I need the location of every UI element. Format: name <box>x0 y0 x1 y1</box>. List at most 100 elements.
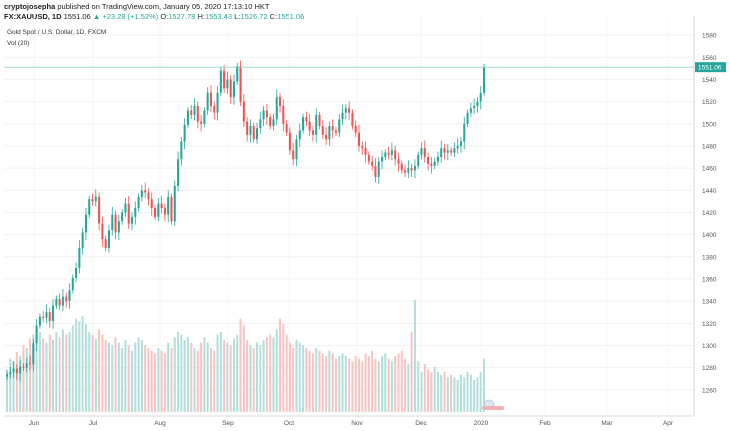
close-value: 1551.06 <box>277 12 305 21</box>
candle-up <box>61 296 64 306</box>
volume-bar-down <box>357 358 361 412</box>
volume-bar-down <box>423 364 426 412</box>
volume-bar-down <box>308 350 311 412</box>
volume-bar-down <box>410 332 413 412</box>
y-tick-label: 1300 <box>702 343 717 350</box>
candle-up <box>476 101 479 107</box>
volume-bar-down <box>209 348 212 412</box>
volume-bar-up <box>121 348 124 412</box>
candle-down <box>42 316 45 318</box>
candle-up <box>124 203 127 213</box>
volume-bar-up <box>255 342 259 412</box>
volume-bar-down <box>427 369 430 412</box>
volume-bar-up <box>12 361 15 412</box>
y-tick-label: 1560 <box>702 55 717 62</box>
volume-bar-down <box>325 356 328 412</box>
volume-bar-up <box>52 340 55 412</box>
volume-bar-down <box>190 342 193 412</box>
price-axis[interactable]: 1260 1280 1300 1320 1340 1360 1380 1400 1420 1440… <box>693 16 717 416</box>
x-tick-label: Dec <box>415 420 427 427</box>
x-tick-label: Mar <box>601 420 613 427</box>
candle-down <box>101 223 104 240</box>
candle-up <box>84 214 87 233</box>
y-tick-label: 1360 <box>702 276 717 283</box>
candle-up <box>482 67 486 93</box>
candle-down <box>285 123 288 133</box>
publisher-name[interactable]: cryptojosepha <box>4 2 56 11</box>
volume-bar-up <box>469 374 472 412</box>
candle-up <box>341 112 344 120</box>
volume-bar-up <box>272 337 275 412</box>
candle-up <box>177 159 180 186</box>
candle-down <box>98 196 101 224</box>
volume-bar-up <box>78 321 81 412</box>
volume-bar-up <box>45 342 48 412</box>
volume-bar-up <box>236 334 239 412</box>
y-tick-label: 1480 <box>702 143 717 150</box>
volume-bar-down <box>387 358 390 412</box>
volume-bar-up <box>94 338 97 412</box>
volume-bar-down <box>371 350 374 412</box>
volume-bar-down <box>42 338 45 412</box>
volume-bar-up <box>55 332 58 412</box>
volume-bar-up <box>19 356 22 412</box>
y-tick-label: 1320 <box>702 321 717 328</box>
volume-bar-down <box>305 348 308 412</box>
volume-bar-up <box>328 350 331 412</box>
volume-bar-up <box>338 356 341 412</box>
candle-up <box>226 79 229 89</box>
volume-bar-down <box>351 361 354 412</box>
candle-up <box>436 157 439 162</box>
y-tick-label: 1420 <box>702 210 717 217</box>
candle-down <box>144 190 147 193</box>
candle-up <box>206 92 209 111</box>
volume-bar-up <box>249 345 252 412</box>
candle-up <box>137 196 140 209</box>
time-axis[interactable]: Jun Jul Aug Sep Oct Nov Dec 2020 Feb Mar Apr <box>4 415 694 427</box>
candle-down <box>374 165 377 177</box>
tradingview-logo[interactable] <box>482 399 504 411</box>
volume-bar-up <box>440 374 443 412</box>
volume-bar-down <box>101 334 104 412</box>
volume-bar-up <box>183 340 186 412</box>
volume-bar-up <box>473 380 476 412</box>
candle-down <box>348 108 351 113</box>
volume-bar-up <box>390 361 393 412</box>
volume-bar-down <box>91 334 94 412</box>
candle-up <box>78 247 81 268</box>
volume-bar-up <box>84 324 87 412</box>
volume-bar-up <box>32 334 35 412</box>
open-value: 1527.78 <box>168 12 196 21</box>
candle-up <box>255 128 259 140</box>
volume-bar-down <box>239 318 242 412</box>
volume-bar-down <box>200 342 203 412</box>
candle-down <box>150 199 153 209</box>
symbol-name[interactable]: FX:XAUUSD, 1D <box>4 12 62 21</box>
candle-down <box>200 121 203 124</box>
candle-up <box>216 92 219 113</box>
candle-up <box>55 298 58 306</box>
chart-title: Gold Spot / U.S. Dollar, 1D, FXCM <box>7 29 106 36</box>
volume-bar-up <box>433 366 436 412</box>
high-value: 1553.43 <box>204 12 233 21</box>
candle-up <box>186 110 189 125</box>
volume-bar-up <box>413 300 416 412</box>
candle-up <box>117 221 120 233</box>
candle-up <box>94 196 97 202</box>
volume-bar-up <box>476 377 479 412</box>
volume-bar-up <box>295 340 298 412</box>
y-tick-label: 1460 <box>702 166 717 173</box>
candle-up <box>469 108 472 113</box>
candle-up <box>390 150 393 155</box>
candle-up <box>272 119 275 126</box>
candle-up <box>275 97 278 120</box>
volume-bar-down <box>430 372 433 412</box>
candle-down <box>265 110 268 118</box>
volume-bar-up <box>226 342 229 412</box>
candle-up <box>111 214 114 231</box>
volume-bar-up <box>186 337 189 412</box>
volume-bar-up <box>206 342 209 412</box>
candle-down <box>246 121 249 135</box>
volume-bar-up <box>381 356 384 412</box>
